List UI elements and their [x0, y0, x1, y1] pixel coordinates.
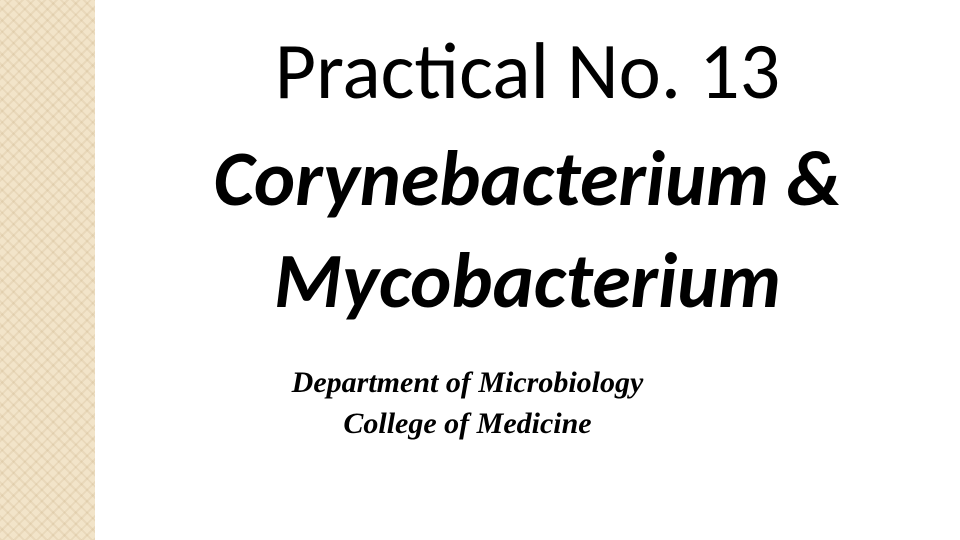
- slide-subtitle-line2: Mycobacterium: [274, 236, 781, 326]
- department-line2: College of Medicine: [292, 404, 644, 445]
- department-block: Department of Microbiology College of Me…: [292, 363, 764, 444]
- department-line1: Department of Microbiology: [292, 363, 644, 404]
- slide-title: Practical No. 13: [275, 28, 780, 116]
- slide-content: Practical No. 13 Corynebacterium & Mycob…: [95, 0, 960, 540]
- slide-subtitle-line1: Corynebacterium &: [214, 134, 842, 224]
- decorative-sidebar: [0, 0, 95, 540]
